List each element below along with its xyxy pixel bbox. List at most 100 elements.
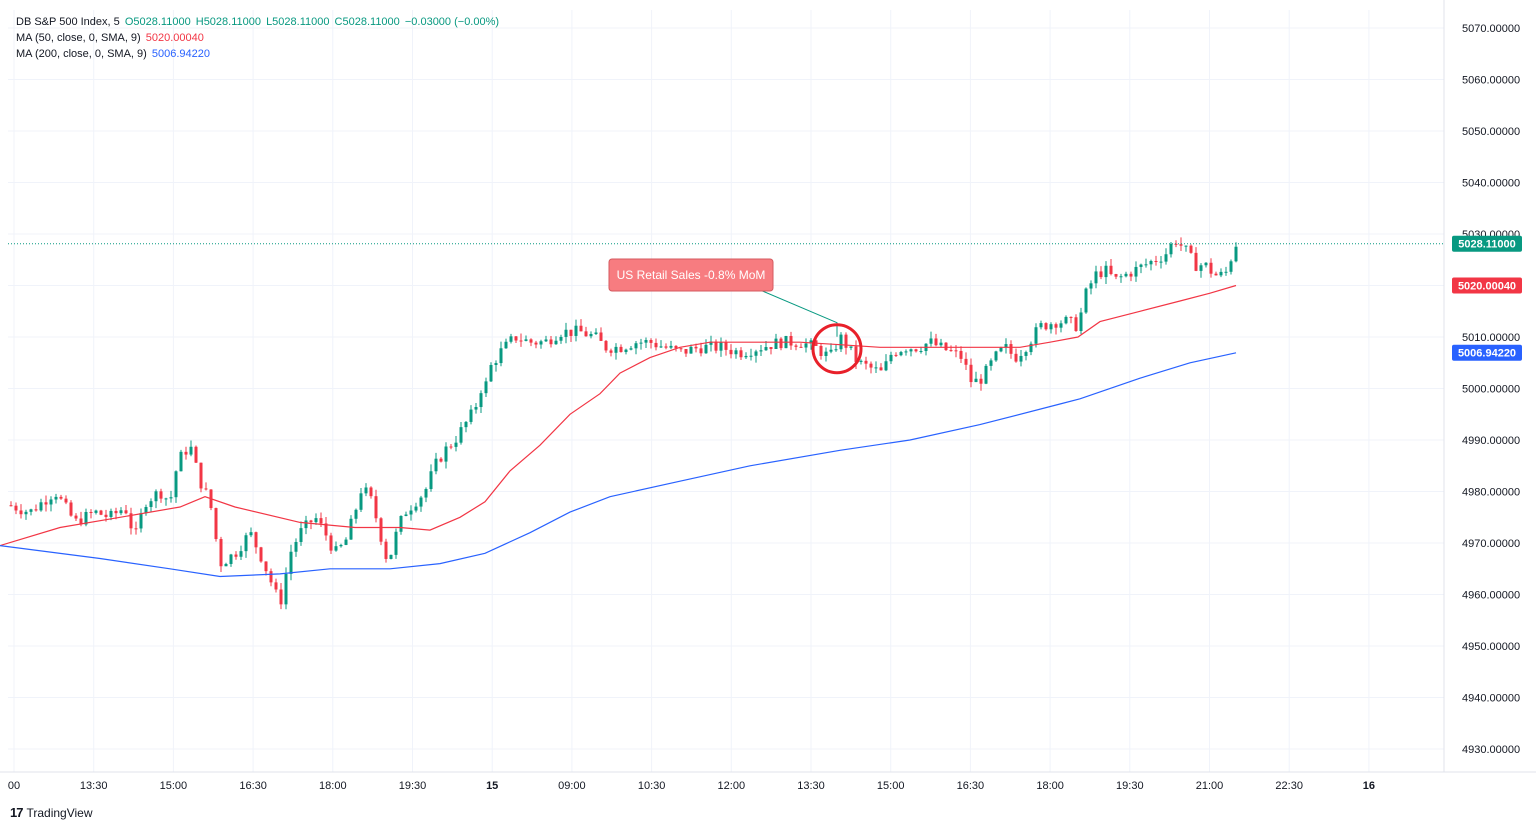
candle-body (254, 532, 258, 548)
candle-body (919, 351, 923, 353)
candle-body (349, 518, 353, 540)
candle-body (334, 546, 338, 551)
candle-body (19, 510, 23, 515)
candle-body (189, 446, 193, 455)
y-tick-label: 4990.00000 (1462, 435, 1520, 447)
candle-body (9, 505, 13, 507)
x-tick-label: 12:00 (718, 780, 746, 792)
candle-body (549, 339, 553, 345)
candle-body (179, 451, 183, 472)
candle-body (944, 342, 948, 351)
candle-body (414, 506, 418, 511)
candle-body (819, 345, 823, 356)
candle-body (479, 393, 483, 408)
candle-body (299, 528, 303, 542)
candle-body (399, 515, 403, 532)
candle-body (449, 446, 453, 448)
candle-body (539, 341, 543, 345)
candle-body (249, 532, 253, 536)
candle-body (574, 325, 578, 336)
candle-body (469, 409, 473, 422)
last-price-label-bg (1452, 235, 1522, 252)
candle-body (259, 547, 263, 562)
candle-body (964, 358, 968, 365)
candle-body (379, 518, 383, 542)
legend-ma50-row[interactable]: MA (50, close, 0, SMA, 9) 5020.00040 (16, 30, 501, 46)
candle-body (974, 378, 978, 383)
candle-body (1104, 265, 1108, 278)
candle-body (929, 338, 933, 344)
candle-body (824, 351, 828, 356)
candle-body (54, 496, 58, 500)
candle-body (1109, 265, 1113, 275)
candle-body (649, 340, 653, 343)
candle-body (884, 361, 888, 371)
tradingview-logo[interactable]: 17 TradingView (10, 805, 93, 820)
candle-body (489, 364, 493, 382)
candle-body (934, 338, 938, 346)
legend-change: −0.03000 (−0.00%) (404, 16, 500, 28)
y-tick-label: 5050.00000 (1462, 126, 1520, 138)
annotation-box (608, 258, 774, 292)
candle-body (1169, 243, 1173, 255)
candle-body (624, 349, 628, 353)
candle-body (634, 343, 638, 349)
candle-body (374, 496, 378, 519)
legend-symbol[interactable]: DB S&P 500 Index, 5 (16, 16, 120, 28)
annotation-pointer (759, 289, 838, 337)
y-tick-label: 4940.00000 (1462, 693, 1520, 705)
candle-body (339, 544, 343, 547)
candle-body (409, 510, 413, 515)
candle-body (1149, 260, 1153, 265)
x-tick-label: 19:30 (1116, 780, 1144, 792)
candle-body (69, 502, 73, 516)
candle-body (1189, 245, 1193, 253)
legend-low: L5028.11000 (266, 16, 330, 28)
candle-body (109, 510, 113, 517)
candle-body (509, 336, 513, 342)
candle-body (519, 340, 523, 342)
candle-body (314, 518, 318, 523)
ma50-price-label-bg (1452, 277, 1522, 294)
candle-body (1154, 260, 1158, 262)
candle-body (154, 491, 158, 502)
candle-body (604, 340, 608, 351)
candle-body (404, 514, 408, 516)
candle-body (669, 345, 673, 348)
candle-body (759, 350, 763, 352)
candle-body (579, 325, 583, 332)
candle-body (304, 520, 308, 529)
legend-ma200-value: 5006.94220 (151, 48, 211, 60)
candle-body (869, 363, 873, 368)
x-tick-label: 15 (486, 780, 498, 792)
candle-body (1194, 252, 1198, 271)
candle-body (324, 523, 328, 536)
candle-body (14, 505, 18, 511)
candle-body (174, 471, 178, 498)
candle-body (514, 336, 518, 341)
candle-body (654, 342, 658, 348)
y-tick-label: 4980.00000 (1462, 487, 1520, 499)
last-price-label: 5028.11000 (1458, 239, 1516, 251)
candle-body (534, 342, 538, 345)
candle-body (1134, 266, 1138, 277)
legend-ma200-row[interactable]: MA (200, close, 0, SMA, 9) 5006.94220 (16, 46, 501, 62)
x-tick-label: 10:30 (638, 780, 666, 792)
candle-body (1199, 265, 1203, 271)
y-tick-label: 5070.00000 (1462, 23, 1520, 35)
candle-body (754, 351, 758, 356)
candle-body (1089, 283, 1093, 289)
candle-body (74, 515, 78, 519)
candle-body (1129, 273, 1133, 277)
tradingview-logo-text: TradingView (26, 805, 93, 820)
candle-body (164, 498, 168, 500)
y-tick-label: 5040.00000 (1462, 178, 1520, 190)
candle-body (369, 487, 373, 497)
x-tick-label: 15:00 (160, 780, 188, 792)
candle-body (1014, 353, 1018, 362)
candle-body (1179, 244, 1183, 246)
candle-body (609, 350, 613, 353)
candle-body (279, 589, 283, 605)
